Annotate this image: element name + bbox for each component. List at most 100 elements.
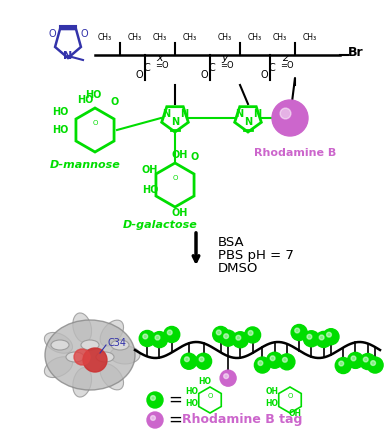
Circle shape [258, 361, 263, 365]
Circle shape [155, 335, 160, 340]
Circle shape [83, 348, 107, 372]
Circle shape [236, 335, 241, 340]
Text: C: C [143, 63, 151, 73]
Circle shape [151, 416, 155, 420]
Circle shape [335, 358, 351, 374]
Circle shape [254, 357, 270, 373]
Circle shape [245, 327, 261, 343]
Circle shape [248, 330, 253, 335]
Text: Rhodamine B tag: Rhodamine B tag [182, 413, 302, 426]
Text: C: C [209, 63, 215, 73]
Circle shape [224, 374, 229, 378]
Circle shape [360, 353, 376, 369]
Circle shape [167, 330, 172, 335]
Text: HO: HO [52, 125, 68, 135]
Text: CH₃: CH₃ [153, 32, 167, 41]
Circle shape [151, 396, 155, 400]
Text: HO: HO [185, 388, 198, 397]
Ellipse shape [44, 357, 73, 378]
Circle shape [339, 361, 344, 366]
Circle shape [151, 332, 167, 348]
Text: HO: HO [77, 95, 93, 105]
Text: N: N [171, 117, 179, 127]
Circle shape [327, 332, 331, 337]
Text: O: O [111, 97, 119, 107]
Text: CH₃: CH₃ [303, 32, 317, 41]
Circle shape [367, 357, 383, 373]
Text: O: O [135, 70, 143, 80]
Text: z: z [282, 53, 288, 63]
Text: N: N [180, 109, 188, 119]
Text: =O: =O [155, 60, 169, 70]
Circle shape [319, 335, 324, 340]
Text: HO: HO [85, 90, 101, 100]
Text: =O: =O [280, 60, 294, 70]
Circle shape [213, 327, 229, 343]
Circle shape [347, 353, 363, 368]
Circle shape [199, 357, 204, 362]
Ellipse shape [73, 368, 92, 397]
Text: OH: OH [142, 165, 158, 175]
Circle shape [185, 357, 189, 362]
Text: O: O [191, 152, 199, 162]
Text: Br: Br [348, 47, 364, 60]
Text: =: = [168, 391, 182, 409]
Ellipse shape [111, 340, 129, 350]
Text: N: N [235, 109, 243, 119]
Circle shape [323, 329, 339, 345]
Text: x: x [157, 53, 163, 63]
Circle shape [74, 349, 90, 365]
Circle shape [291, 324, 307, 340]
Text: O: O [207, 393, 213, 399]
Circle shape [224, 334, 229, 339]
Text: N: N [64, 51, 73, 61]
Ellipse shape [51, 340, 69, 350]
Text: O: O [200, 70, 208, 80]
Text: D-galactose: D-galactose [123, 220, 198, 230]
Ellipse shape [66, 352, 84, 362]
Text: D-mannose: D-mannose [50, 160, 120, 170]
Text: C: C [269, 63, 275, 73]
Circle shape [181, 353, 197, 369]
Circle shape [363, 357, 368, 362]
Text: OH: OH [172, 208, 188, 218]
Circle shape [283, 357, 287, 362]
Circle shape [303, 331, 319, 347]
Circle shape [196, 353, 212, 369]
Circle shape [147, 392, 163, 408]
Circle shape [267, 352, 283, 368]
Text: CH₃: CH₃ [128, 32, 142, 41]
Text: =O: =O [220, 60, 234, 70]
Text: O: O [172, 175, 178, 181]
Ellipse shape [110, 346, 140, 364]
Ellipse shape [44, 333, 73, 353]
Circle shape [139, 330, 155, 346]
Text: O: O [260, 70, 268, 80]
Circle shape [351, 356, 356, 361]
Ellipse shape [45, 320, 135, 390]
Text: HO: HO [265, 398, 278, 407]
Text: y: y [222, 53, 228, 63]
Ellipse shape [81, 340, 99, 350]
Text: PBS pH = 7: PBS pH = 7 [218, 248, 294, 261]
Circle shape [280, 108, 291, 119]
Text: CH₃: CH₃ [273, 32, 287, 41]
Text: O: O [80, 29, 88, 39]
Text: Rhodamine B: Rhodamine B [254, 148, 336, 158]
Text: N: N [244, 117, 252, 127]
Circle shape [220, 330, 236, 346]
Circle shape [232, 332, 249, 348]
Text: CH₃: CH₃ [183, 32, 197, 41]
Circle shape [307, 334, 312, 339]
Ellipse shape [100, 320, 123, 346]
Circle shape [279, 354, 295, 370]
Circle shape [143, 334, 148, 339]
Text: HO: HO [185, 398, 198, 407]
Text: HO: HO [52, 107, 68, 117]
Text: BSA: BSA [218, 235, 245, 248]
Text: HO: HO [142, 185, 158, 195]
Text: HO: HO [198, 378, 212, 387]
Text: DMSO: DMSO [218, 261, 258, 274]
Text: O: O [287, 393, 293, 399]
Circle shape [220, 370, 236, 386]
